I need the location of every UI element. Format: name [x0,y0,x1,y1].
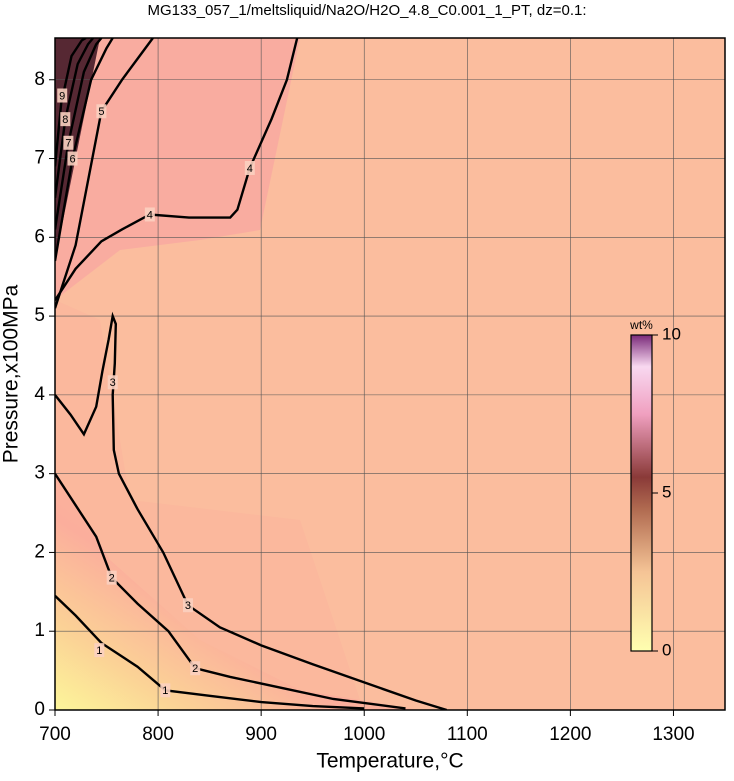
contour-label-bg [107,375,118,390]
colorbar [630,334,653,652]
y-tick-label: 1 [34,620,45,641]
contour-line [55,311,448,710]
colorbar-tick-label: 10 [662,324,681,343]
y-tick-label: 7 [34,148,45,169]
colorbar-tick-label: 0 [662,640,671,659]
y-axis-label: Pressure,x100MPa [0,284,23,463]
colorbar-tick-label: 5 [662,482,671,501]
x-tick-label: 700 [39,724,71,745]
chart-title: MG133_057_1/meltsliquid/Na2O/H2O_4.8_C0.… [147,2,586,19]
contour-line [55,38,114,262]
contour-label-bg [160,683,171,698]
contour-label: 7 [65,138,71,150]
plot-area: 1 1 2 2 3 3 4 4 5 6 7 8 9 [55,38,725,710]
contour-label-bg [94,643,105,658]
y-tick-label: 6 [34,226,45,247]
contour-label-bg [144,207,155,222]
contour-label: 4 [247,163,253,175]
contour-label: 5 [98,106,104,118]
contour-label-bg [244,160,255,175]
contour-label-bg [57,88,68,103]
contour-label-bg [63,135,74,150]
y-tick-label: 3 [34,463,45,484]
contour-label: 9 [59,90,65,102]
x-axis-label: Temperature,°C [316,750,463,773]
x-tick-label: 900 [245,724,277,745]
contour-label-bg [182,598,193,613]
x-tick-label: 800 [142,724,174,745]
contour-label: 2 [109,573,115,585]
x-tick-label: 1200 [549,724,591,745]
colorbar-label: wt% [629,318,653,332]
contour-line [55,38,103,230]
contour-line [55,38,87,167]
contour-label-bg [96,104,107,119]
contour-label: 8 [62,114,68,126]
contour-line [55,38,299,301]
contour-label: 4 [147,209,153,221]
contour-label: 2 [192,663,198,675]
contour-line [55,38,154,309]
contour-line [55,473,406,710]
y-tick-label: 2 [34,541,45,562]
contour-label-bg [67,151,78,166]
y-tick-label: 4 [34,384,45,405]
x-tick-label: 1000 [343,724,385,745]
contour-label: 1 [162,685,168,697]
contour-label: 3 [185,600,191,612]
contour-line [55,38,95,199]
contour-label: 6 [69,153,75,165]
contour-label-bg [190,661,201,676]
shade [55,38,300,300]
shade [55,470,420,710]
plot-frame [54,37,726,711]
y-tick-label: 5 [34,305,45,326]
contour-label: 1 [96,645,102,657]
contour-label-bg [106,570,117,585]
x-tick-label: 1100 [447,724,488,745]
contour-label: 3 [110,377,116,389]
x-tick-label: 1300 [652,724,694,745]
y-tick-label: 8 [34,69,45,90]
y-tick-label: 0 [34,699,45,720]
contour-label-bg [60,112,71,127]
